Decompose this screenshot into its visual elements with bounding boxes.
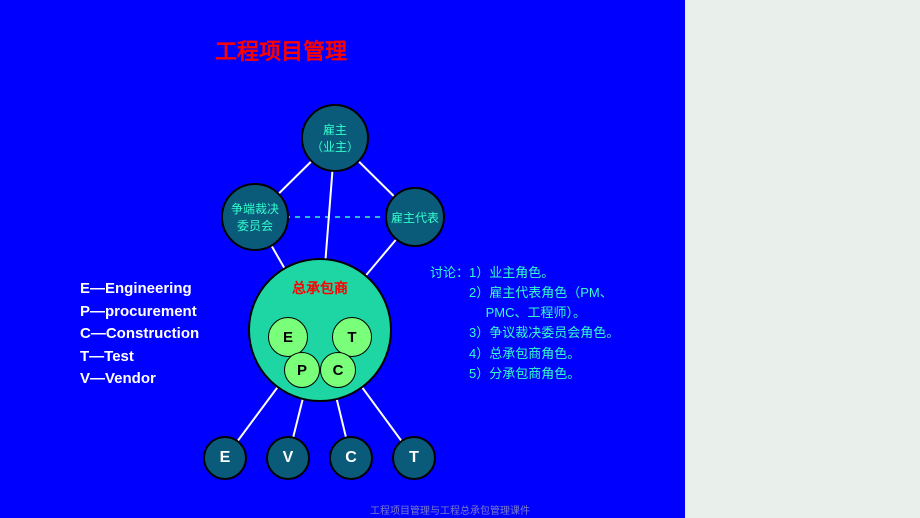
node-label: V: [283, 449, 294, 467]
node-label: E: [283, 329, 293, 346]
diagram-edges: [0, 0, 920, 518]
node-iE: E: [268, 317, 308, 357]
node-label: 雇主 （业主）: [311, 121, 359, 155]
discussion-line: 5）分承包商角色。: [430, 364, 619, 384]
page-title: 工程项目管理: [215, 34, 347, 66]
legend-line: C—Construction: [80, 323, 199, 346]
node-label: C: [345, 449, 357, 467]
node-bE: E: [203, 436, 247, 480]
discussion-line: 2）雇主代表角色（PM、: [430, 283, 619, 303]
legend-line: E—Engineering: [80, 278, 199, 301]
discussion-line: PMC、工程师）。: [430, 303, 619, 323]
main-contractor-label: 总承包商: [292, 278, 348, 298]
node-bC: C: [329, 436, 373, 480]
node-rep: 雇主代表: [385, 187, 445, 247]
node-iT: T: [332, 317, 372, 357]
node-label: T: [409, 449, 419, 467]
node-bV: V: [266, 436, 310, 480]
node-label: 争端裁决 委员会: [231, 200, 279, 234]
node-bT: T: [392, 436, 436, 480]
node-iC: C: [320, 352, 356, 388]
node-label: T: [347, 329, 356, 346]
node-label: P: [297, 362, 307, 379]
node-owner: 雇主 （业主）: [301, 104, 369, 172]
legend-line: P—procurement: [80, 301, 199, 324]
discussion-line: 3）争议裁决委员会角色。: [430, 323, 619, 343]
stage: 雇主 （业主）争端裁决 委员会雇主代表ETPCEVCT总承包商 工程项目管理 E…: [0, 0, 920, 518]
node-label: 雇主代表: [391, 209, 439, 226]
discussion-block: 讨论：1）业主角色。 2）雇主代表角色（PM、 PMC、工程师）。 3）争议裁决…: [430, 263, 619, 384]
node-iP: P: [284, 352, 320, 388]
legend-line: V—Vendor: [80, 368, 199, 391]
node-label: C: [333, 362, 344, 379]
node-label: E: [220, 449, 231, 467]
discussion-line: 讨论：1）业主角色。: [430, 263, 619, 283]
discussion-line: 4）总承包商角色。: [430, 344, 619, 364]
footer-caption: 工程项目管理与工程总承包管理课件: [370, 502, 530, 517]
node-dab: 争端裁决 委员会: [221, 183, 289, 251]
legend-block: E—EngineeringP—procurementC—Construction…: [80, 278, 199, 391]
legend-line: T—Test: [80, 346, 199, 369]
